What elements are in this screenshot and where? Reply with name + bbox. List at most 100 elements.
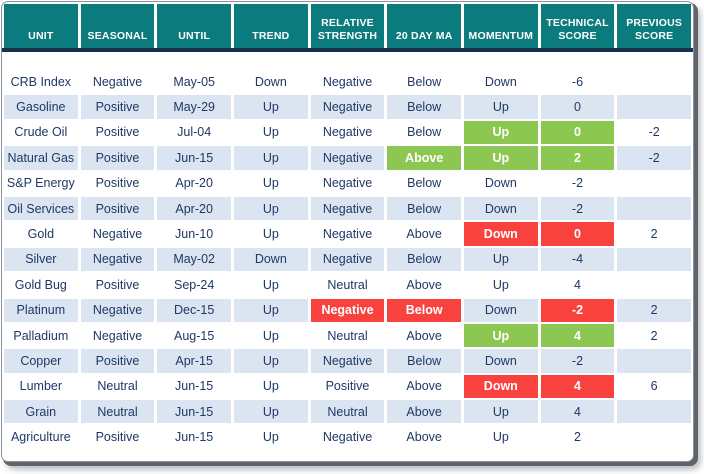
cell-relative_strength: Negative xyxy=(310,196,385,221)
cell-technical_score: -2 xyxy=(540,298,615,322)
cell-unit: Lumber xyxy=(4,374,78,399)
cell-previous_score: 2 xyxy=(617,323,691,348)
cell-momentum: Down xyxy=(463,374,538,399)
cell-trend: Up xyxy=(233,171,308,195)
cell-unit: Platinum xyxy=(4,298,78,322)
cell-seasonal: Positive xyxy=(80,273,155,297)
cell-unit: S&P Energy xyxy=(4,171,78,195)
table-row-silver: Silver Negative May-02 Down Negative Below Up -… xyxy=(4,247,691,272)
cell-trend: Up xyxy=(233,146,308,170)
cell-momentum: Up xyxy=(463,146,538,170)
table-row-natural-gas: Natural Gas Positive Jun-15 Up Negative Above… xyxy=(4,146,691,170)
spacer-row xyxy=(4,52,691,69)
cell-previous_score xyxy=(617,196,691,221)
cell-relative_strength: Negative xyxy=(310,95,385,119)
cell-technical_score: 0 xyxy=(540,120,615,145)
cell-relative_strength: Neutral xyxy=(310,400,385,424)
cell-previous_score: 2 xyxy=(617,222,691,246)
cell-seasonal: Neutral xyxy=(80,400,155,424)
cell-ma20: Above xyxy=(387,374,461,399)
cell-momentum: Up xyxy=(463,247,538,272)
cell-relative_strength: Negative xyxy=(310,171,385,195)
cell-relative_strength: Positive xyxy=(310,374,385,399)
cell-ma20: Above xyxy=(387,323,461,348)
cell-ma20: Below xyxy=(387,298,461,322)
cell-relative_strength: Negative xyxy=(310,425,385,449)
table-row-crude-oil: Crude Oil Positive Jul-04 Up Negative Below Up… xyxy=(4,120,691,145)
cell-relative_strength: Neutral xyxy=(310,323,385,348)
cell-relative_strength: Negative xyxy=(310,298,385,322)
cell-unit: Grain xyxy=(4,400,78,424)
cell-until: Aug-15 xyxy=(157,323,231,348)
cell-ma20: Below xyxy=(387,247,461,272)
cell-previous_score xyxy=(617,247,691,272)
table-header-row: UNIT SEASONAL UNTIL TREND RELATIVE STRENGTH 2… xyxy=(4,4,691,48)
cell-momentum: Down xyxy=(463,298,538,322)
cell-seasonal: Negative xyxy=(80,323,155,348)
cell-seasonal: Positive xyxy=(80,349,155,373)
cell-momentum: Down xyxy=(463,196,538,221)
cell-seasonal: Positive xyxy=(80,425,155,449)
column-header-trend: TREND xyxy=(233,4,308,48)
cell-until: Jun-15 xyxy=(157,400,231,424)
cell-technical_score: -4 xyxy=(540,247,615,272)
cell-technical_score: 2 xyxy=(540,425,615,449)
cell-until: Apr-20 xyxy=(157,171,231,195)
cell-ma20: Above xyxy=(387,146,461,170)
cell-seasonal: Positive xyxy=(80,120,155,145)
table-row-platinum: Platinum Negative Dec-15 Up Negative Below Dow… xyxy=(4,298,691,322)
cell-seasonal: Positive xyxy=(80,95,155,119)
cell-ma20: Above xyxy=(387,425,461,449)
cell-relative_strength: Negative xyxy=(310,247,385,272)
cell-seasonal: Positive xyxy=(80,171,155,195)
cell-relative_strength: Negative xyxy=(310,146,385,170)
cell-until: Jun-15 xyxy=(157,374,231,399)
cell-previous_score: -2 xyxy=(617,146,691,170)
cell-previous_score: 6 xyxy=(617,374,691,399)
column-header-previous_score: PREVIOUS SCORE xyxy=(617,4,691,48)
cell-relative_strength: Negative xyxy=(310,349,385,373)
cell-trend: Up xyxy=(233,196,308,221)
cell-technical_score: 4 xyxy=(540,273,615,297)
cell-seasonal: Negative xyxy=(80,222,155,246)
cell-unit: Natural Gas xyxy=(4,146,78,170)
cell-ma20: Below xyxy=(387,120,461,145)
cell-seasonal: Negative xyxy=(80,70,155,94)
cell-unit: Crude Oil xyxy=(4,120,78,145)
cell-momentum: Down xyxy=(463,70,538,94)
cell-previous_score xyxy=(617,273,691,297)
cell-until: Jun-10 xyxy=(157,222,231,246)
column-header-technical_score: TECHNICAL SCORE xyxy=(540,4,615,48)
cell-unit: Oil Services xyxy=(4,196,78,221)
cell-technical_score: -2 xyxy=(540,171,615,195)
cell-seasonal: Negative xyxy=(80,247,155,272)
cell-until: Apr-15 xyxy=(157,349,231,373)
cell-ma20: Above xyxy=(387,222,461,246)
cell-technical_score: 2 xyxy=(540,146,615,170)
cell-trend: Down xyxy=(233,247,308,272)
cell-unit: Copper xyxy=(4,349,78,373)
cell-technical_score: -6 xyxy=(540,70,615,94)
cell-until: Jul-04 xyxy=(157,120,231,145)
cell-previous_score xyxy=(617,400,691,424)
cell-trend: Up xyxy=(233,400,308,424)
column-header-until: UNTIL xyxy=(157,4,231,48)
cell-until: Apr-20 xyxy=(157,196,231,221)
cell-unit: Gold Bug xyxy=(4,273,78,297)
cell-technical_score: 0 xyxy=(540,222,615,246)
cell-unit: Gasoline xyxy=(4,95,78,119)
cell-trend: Up xyxy=(233,273,308,297)
table-row-crb-index: CRB Index Negative May-05 Down Negative Below… xyxy=(4,70,691,94)
cell-momentum: Up xyxy=(463,273,538,297)
table-row-lumber: Lumber Neutral Jun-15 Up Positive Above Down 4 6 xyxy=(4,374,691,399)
cell-technical_score: 0 xyxy=(540,95,615,119)
table-row-gold-bug: Gold Bug Positive Sep-24 Up Neutral Above Up 4 xyxy=(4,273,691,297)
cell-momentum: Up xyxy=(463,95,538,119)
cell-previous_score: 2 xyxy=(617,298,691,322)
column-header-relative_strength: RELATIVE STRENGTH xyxy=(310,4,385,48)
cell-trend: Up xyxy=(233,323,308,348)
cell-technical_score: 4 xyxy=(540,374,615,399)
table-row-gold: Gold Negative Jun-10 Up Negative Above Down 0 2 xyxy=(4,222,691,246)
cell-seasonal: Neutral xyxy=(80,374,155,399)
